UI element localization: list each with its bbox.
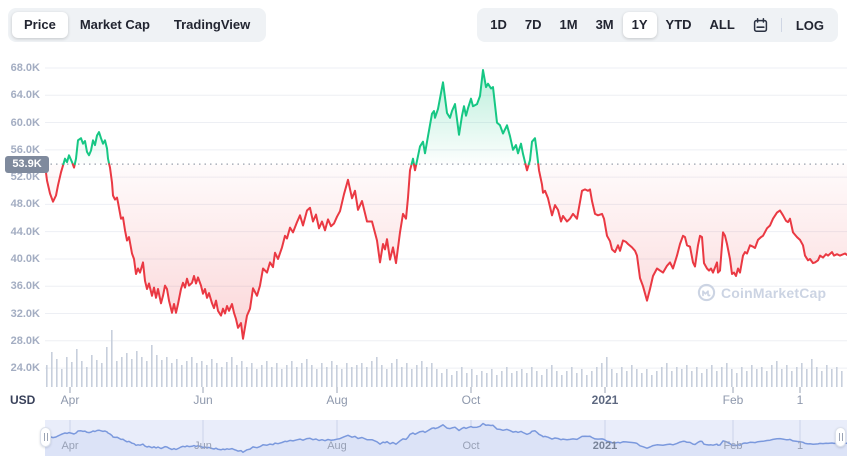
x-axis-label: Apr <box>60 393 80 407</box>
coinmarketcap-logo-icon <box>697 283 716 302</box>
watermark-text: CoinMarketCap <box>721 284 827 301</box>
navigator-label: Apr <box>61 440 79 452</box>
y-axis-label: 60.0K <box>10 116 40 129</box>
navigator-label: Feb <box>723 440 743 452</box>
x-axis-label: Oct <box>461 393 481 407</box>
range-switcher: 1D 7D 1M 3M 1Y YTD ALL LOG <box>477 8 838 42</box>
tab-tradingview[interactable]: TradingView <box>173 17 251 32</box>
y-axis-label: 24.0K <box>10 362 40 375</box>
y-axis-label: 44.0K <box>10 225 40 238</box>
watermark: CoinMarketCap <box>697 283 826 302</box>
y-axis-label: 52.0K <box>10 171 40 184</box>
calendar-button[interactable] <box>744 13 777 38</box>
tab-1y[interactable]: 1Y <box>622 12 657 38</box>
chart-type-switcher: Price Market Cap TradingView <box>8 8 267 42</box>
y-axis-label: 40.0K <box>10 252 40 265</box>
navigator-label: Jun <box>194 440 212 452</box>
tab-price[interactable]: Price <box>12 12 68 38</box>
x-axis-label: Jun <box>193 393 213 407</box>
axis-ticks <box>69 387 801 393</box>
navigator-label: 1 <box>796 440 804 452</box>
tab-market-cap[interactable]: Market Cap <box>79 17 150 32</box>
navigator-chart[interactable] <box>44 420 847 456</box>
y-axis-label: 68.0K <box>10 62 40 74</box>
calendar-icon <box>753 17 767 32</box>
y-axis-label: 64.0K <box>10 89 40 102</box>
y-axis-label: 28.0K <box>10 334 40 347</box>
navigator-right-handle[interactable] <box>835 427 846 447</box>
currency-label: USD <box>10 393 36 407</box>
tab-ytd[interactable]: YTD <box>665 17 692 32</box>
navigator-label: Aug <box>327 440 347 452</box>
current-price-badge: 53.9K <box>5 155 49 173</box>
navigator-left-handle[interactable] <box>40 427 51 447</box>
tab-1d[interactable]: 1D <box>490 17 507 32</box>
area-fills <box>45 70 847 339</box>
y-axis-label: 32.0K <box>10 307 40 320</box>
x-axis-label: Aug <box>326 393 348 407</box>
tab-1m[interactable]: 1M <box>559 17 578 32</box>
volume-bars <box>46 330 843 387</box>
log-scale-button[interactable]: LOG <box>795 17 824 33</box>
tab-7d[interactable]: 7D <box>524 17 542 32</box>
tab-all[interactable]: ALL <box>709 17 735 32</box>
y-axis-label: 56.0K <box>10 143 40 156</box>
price-line <box>44 69 847 340</box>
navigator-label: Oct <box>462 440 480 452</box>
divider <box>780 18 782 32</box>
x-axis-label: 1 <box>796 393 804 407</box>
tab-3m[interactable]: 3M <box>595 17 614 32</box>
y-axis-label: 36.0K <box>10 280 40 293</box>
navigator-label: 2021 <box>592 440 618 452</box>
y-axis-label: 48.0K <box>10 198 40 211</box>
x-axis-label: Feb <box>722 393 744 407</box>
x-axis-label: 2021 <box>591 393 619 407</box>
